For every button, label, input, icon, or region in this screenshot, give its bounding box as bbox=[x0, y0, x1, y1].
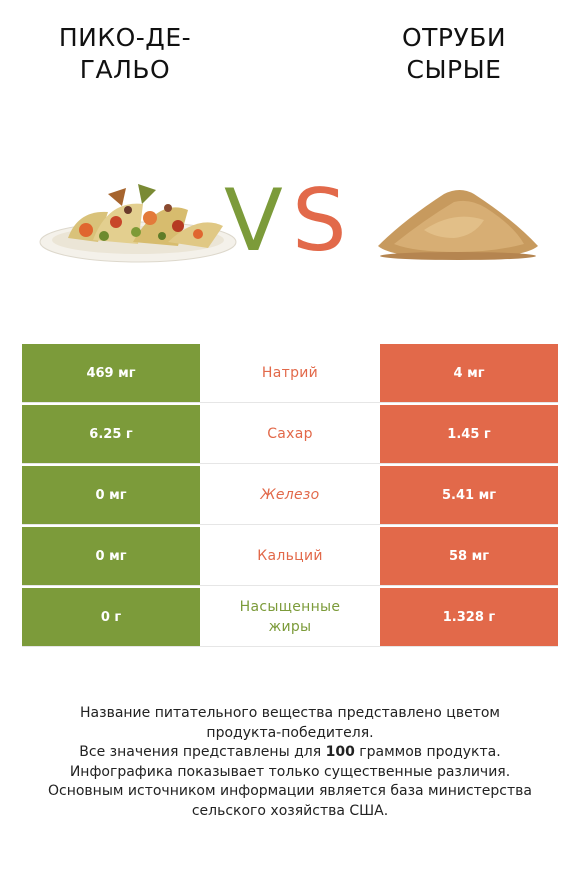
right-value: 58 мг bbox=[380, 527, 558, 585]
table-row: 469 мг Натрий 4 мг bbox=[22, 344, 558, 403]
pico-de-gallo-image bbox=[39, 184, 237, 263]
right-title-line2: СЫРЫЕ bbox=[406, 55, 502, 84]
table-row: 0 г Насыщенные жиры 1.328 г bbox=[22, 588, 558, 647]
vs-v-letter: V bbox=[224, 172, 283, 262]
nutrient-label: Железо bbox=[260, 487, 320, 503]
right-food-title: ОТРУБИ СЫРЫЕ bbox=[344, 22, 564, 86]
left-value: 6.25 г bbox=[22, 405, 200, 463]
table-row: 6.25 г Сахар 1.45 г bbox=[22, 405, 558, 464]
vs-logo: V S bbox=[224, 172, 347, 262]
nutrient-label-line2: жиры bbox=[268, 619, 312, 635]
right-value: 4 мг bbox=[380, 344, 558, 402]
footer-line5: Основным источником информации является … bbox=[48, 783, 532, 799]
footer-line4: Инфографика показывает только существенн… bbox=[69, 763, 511, 780]
table-row: 0 мг Кальций 58 мг bbox=[22, 527, 558, 586]
footer-line6: сельского хозяйства США. bbox=[191, 802, 389, 819]
right-value: 1.328 г bbox=[380, 588, 558, 646]
footer-line2: продукта-победителя. bbox=[206, 724, 374, 741]
left-value: 0 мг bbox=[22, 527, 200, 585]
left-value: 0 г bbox=[22, 588, 200, 646]
table-row: 0 мг Железо 5.41 мг bbox=[22, 466, 558, 525]
comparison-table: 469 мг Натрий 4 мг 6.25 г Сахар 1.45 г 0… bbox=[22, 344, 558, 647]
vs-s-letter: S bbox=[292, 172, 347, 262]
footer-line1: Название питательного вещества представл… bbox=[80, 705, 500, 721]
bran-image bbox=[378, 190, 538, 260]
right-value: 1.45 г bbox=[380, 405, 558, 463]
nutrient-label: Сахар bbox=[267, 426, 313, 442]
left-title-line2: ГАЛЬО bbox=[79, 55, 171, 84]
right-value: 5.41 мг bbox=[380, 466, 558, 524]
footer-note: Название питательного вещества представл… bbox=[20, 704, 560, 821]
nutrient-label: Натрий bbox=[261, 365, 319, 381]
left-value: 0 мг bbox=[22, 466, 200, 524]
left-value: 469 мг bbox=[22, 344, 200, 402]
left-food-title: ПИКО-ДЕ- ГАЛЬО bbox=[15, 22, 235, 86]
nutrient-label: Насыщенные жиры bbox=[200, 588, 380, 646]
nutrient-label-line1: Насыщенные bbox=[239, 599, 341, 615]
right-title-line1: ОТРУБИ bbox=[401, 23, 507, 52]
nutrient-label: Кальций bbox=[257, 548, 323, 564]
footer-line3: Все значения представлены для 100 граммо… bbox=[79, 744, 501, 760]
left-title-line1: ПИКО-ДЕ- bbox=[58, 23, 192, 52]
